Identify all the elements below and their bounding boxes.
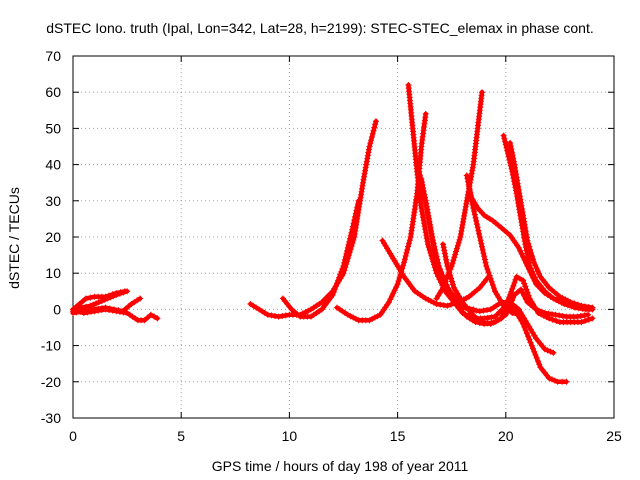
y-tick-label: -10 <box>41 338 61 354</box>
chart-title: dSTEC Iono. truth (Ipal, Lon=342, Lat=28… <box>46 20 593 36</box>
series-band <box>434 89 485 301</box>
y-tick-label: -30 <box>41 410 61 426</box>
data-point-markers <box>247 118 379 320</box>
series-arc-16 <box>433 89 485 302</box>
data-point-markers <box>433 89 485 302</box>
y-tick-label: 30 <box>45 193 61 209</box>
x-tick-label: 20 <box>498 428 514 444</box>
y-tick-label: 0 <box>53 301 61 317</box>
data-point-markers <box>279 197 362 320</box>
y-tick-label: 10 <box>45 265 61 281</box>
y-tick-label: 50 <box>45 120 61 136</box>
data-point-markers <box>507 139 596 311</box>
y-tick-label: 60 <box>45 84 61 100</box>
y-axis-label: dSTEC / TECUs <box>6 187 22 289</box>
x-tick-label: 0 <box>69 428 77 444</box>
series-arc-13 <box>437 270 591 327</box>
data-point-markers <box>70 306 161 324</box>
y-tick-label: -20 <box>41 374 61 390</box>
x-tick-label: 10 <box>282 428 298 444</box>
data-series <box>70 82 596 385</box>
series-arc-2 <box>70 288 131 315</box>
series-arc-18 <box>507 139 596 311</box>
series-arc-15 <box>466 183 524 318</box>
y-tick-label: 70 <box>45 48 61 64</box>
y-tick-label: 40 <box>45 157 61 173</box>
series-arc-4 <box>70 306 161 324</box>
axis-ticks: 0 5 10 15 20 25 -30 -20 -10 0 10 20 30 40 50 60 70 <box>41 48 622 444</box>
series-arc-11 <box>418 176 570 385</box>
series-arc-6 <box>279 197 362 320</box>
x-axis-label: GPS time / hours of day 198 of year 2011 <box>212 458 469 474</box>
y-tick-label: 20 <box>45 229 61 245</box>
series-arc-8 <box>379 237 492 309</box>
plot-frame <box>72 55 615 419</box>
data-point-markers <box>437 270 591 327</box>
x-tick-label: 25 <box>606 428 622 444</box>
x-tick-label: 5 <box>177 428 185 444</box>
series-band <box>280 198 361 319</box>
x-tick-label: 15 <box>390 428 406 444</box>
data-point-markers <box>418 176 570 385</box>
series-arc-5 <box>247 118 379 320</box>
grid-lines <box>73 56 614 418</box>
